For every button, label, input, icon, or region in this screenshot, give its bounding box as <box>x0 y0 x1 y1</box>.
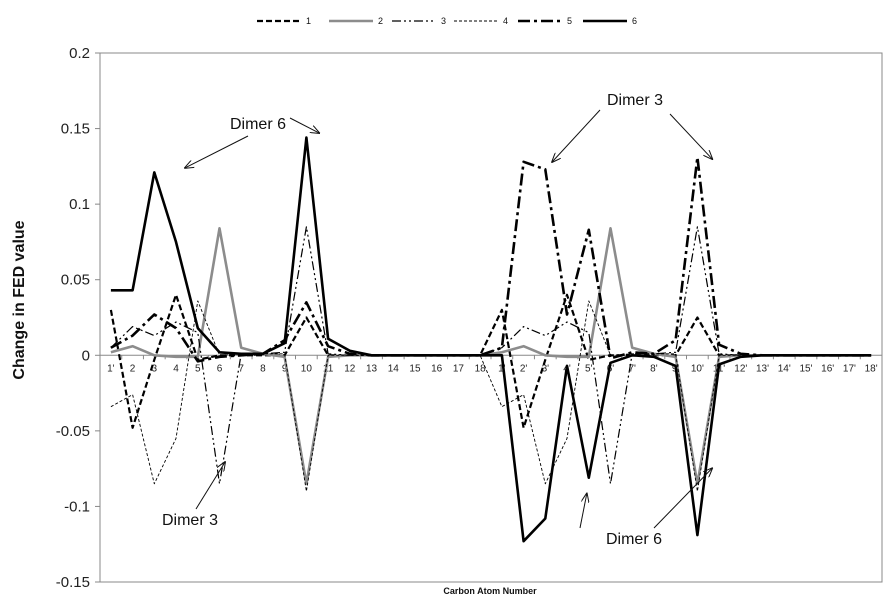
series-layer <box>109 136 872 543</box>
x-tick-label: 9 <box>282 363 288 374</box>
legend-label: 6 <box>632 16 637 26</box>
x-tick-label: 8' <box>650 363 658 374</box>
annotation-arrow <box>185 135 249 168</box>
x-tick-label: 2 <box>130 363 136 374</box>
x-tick-label: 13 <box>366 363 378 374</box>
series-line-5 <box>110 156 872 363</box>
x-tick-label: 12' <box>734 363 747 374</box>
legend-entry-2: 2 <box>329 16 383 26</box>
y-tick-label: 0.2 <box>69 45 90 62</box>
x-tick-label: 6 <box>217 363 223 374</box>
x-tick-label: 5 <box>195 363 201 374</box>
x-tick-label: 18' <box>865 363 878 374</box>
x-tick-label: 8 <box>260 363 266 374</box>
legend-label: 5 <box>567 16 572 26</box>
x-tick-label: 14' <box>778 363 791 374</box>
x-tick-label: 17 <box>453 363 465 374</box>
plot-area <box>99 52 883 583</box>
x-tick-label: 1' <box>498 363 506 374</box>
annotation: Dimer 3 <box>552 92 712 162</box>
annotation-layer: Dimer 6 Dimer 3 Dimer 3 Dimer 6 <box>162 92 712 548</box>
x-tick-label: 2' <box>520 363 528 374</box>
annotation-arrow <box>552 109 601 162</box>
legend-label: 2 <box>378 16 383 26</box>
x-tick-label: 15 <box>409 363 421 374</box>
x-tick-label: 10 <box>301 363 313 374</box>
y-tick-label: -0.1 <box>64 498 90 515</box>
legend: 1 2 3 4 5 6 <box>257 16 637 26</box>
y-tick-label: -0.15 <box>56 574 90 591</box>
legend-entry-4: 4 <box>454 16 508 26</box>
x-tick-label: 7' <box>628 363 636 374</box>
y-tick-label: 0 <box>82 347 90 364</box>
x-tick-label: 5' <box>585 363 593 374</box>
x-tick-label: 18 <box>475 363 487 374</box>
x-tick-label: 1' <box>107 363 115 374</box>
annotation-arrow <box>195 462 225 510</box>
y-axis-title: Change in FED value <box>11 220 28 379</box>
y-tick-label: 0.15 <box>61 121 90 138</box>
annotation: Dimer 3 <box>162 462 225 529</box>
legend-entry-6: 6 <box>583 16 637 26</box>
legend-entry-1: 1 <box>257 16 311 26</box>
x-tick-label: 17' <box>843 363 856 374</box>
annotation-label: Dimer 6 <box>606 531 662 548</box>
x-tick-label: 15' <box>799 363 812 374</box>
x-tick-label: 11 <box>323 363 334 374</box>
x-tick-label: 3' <box>542 363 550 374</box>
legend-label: 3 <box>441 16 446 26</box>
x-tick-label: 14 <box>388 363 400 374</box>
annotation-label: Dimer 6 <box>230 116 286 133</box>
annotation-arrow <box>669 113 712 159</box>
annotation-arrow <box>289 117 319 133</box>
series-line-1 <box>109 293 872 429</box>
x-tick-label: 3 <box>152 363 158 374</box>
legend-label: 4 <box>503 16 508 26</box>
annotation-arrow <box>579 494 587 529</box>
legend-label: 1 <box>306 16 311 26</box>
x-tick-label: 7 <box>238 363 244 374</box>
annotation-label: Dimer 3 <box>162 512 218 529</box>
legend-entry-5: 5 <box>518 16 572 26</box>
x-tick-label: 16' <box>821 363 834 374</box>
x-tick-label: 12 <box>344 363 356 374</box>
x-tick-label: 16 <box>431 363 443 374</box>
x-axis-title: Carbon Atom Number <box>443 586 537 596</box>
annotation: Dimer 6 <box>185 116 319 168</box>
legend-entry-3: 3 <box>392 16 446 26</box>
annotation-label: Dimer 3 <box>607 92 663 109</box>
x-tick-label: 13' <box>756 363 769 374</box>
x-tick-label: 4 <box>173 363 179 374</box>
annotation-arrow <box>653 468 712 529</box>
annotation: Dimer 6 <box>579 468 712 548</box>
y-tick-label: 0.05 <box>61 272 90 289</box>
x-tick-label: 10' <box>691 363 704 374</box>
y-tick-label: -0.05 <box>56 423 90 440</box>
y-tick-label: 0.1 <box>69 196 90 213</box>
y-axis: -0.15 -0.1 -0.05 0 0.05 0.1 0.15 0.2 <box>56 45 883 591</box>
series-line-6 <box>110 136 872 543</box>
